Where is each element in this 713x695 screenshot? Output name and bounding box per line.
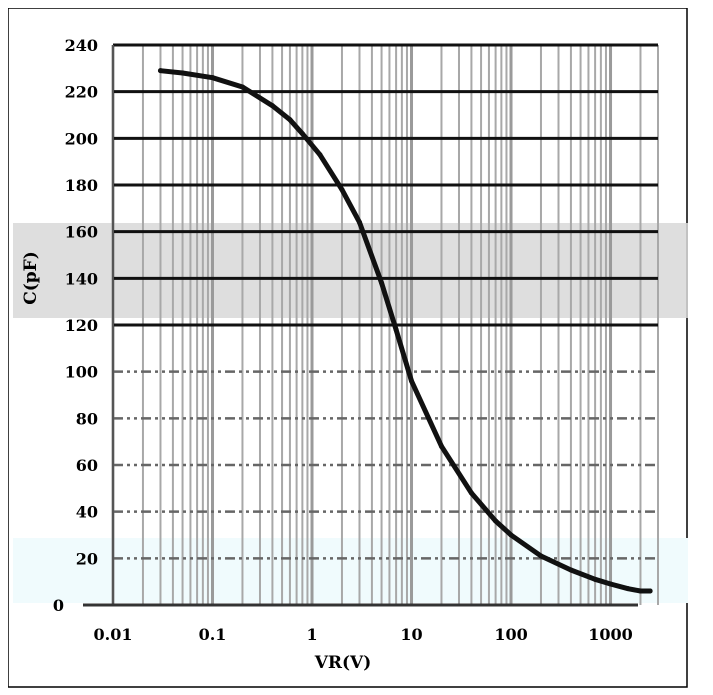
series (157, 68, 653, 594)
x-tick-label: 10 (400, 625, 422, 644)
y-axis-label: C(pF) (21, 251, 41, 305)
capacitance-voltage-chart: 0 20 40 60 80 100 120 140 160 180 200 220 240 0.01 0.1… (7, 7, 693, 688)
data-point (508, 532, 514, 538)
data-point (493, 518, 499, 524)
data-point (592, 576, 598, 582)
data-point (379, 280, 385, 286)
data-point (299, 131, 305, 137)
data-point (568, 567, 574, 573)
data-point (468, 490, 474, 496)
data-point (393, 327, 399, 333)
data-point (239, 84, 245, 90)
x-tick-label: 0.1 (199, 625, 227, 644)
axes (83, 45, 638, 607)
x-tick-label: 1000 (588, 625, 633, 644)
tick-labels: 0 20 40 60 80 100 120 140 160 180 200 220 240 0.01 0.1… (53, 36, 633, 644)
y-tick-label: 140 (65, 269, 98, 288)
data-point (317, 152, 323, 158)
y-tick-label: 80 (76, 409, 98, 428)
data-point (339, 187, 345, 193)
data-point (409, 378, 415, 384)
capacitance-curve (158, 68, 653, 594)
y-tick-label: 60 (76, 456, 98, 475)
data-point (287, 117, 293, 123)
data-point (538, 553, 544, 559)
y-tick-label: 100 (65, 363, 98, 382)
y-tick-label: 0 (53, 596, 64, 615)
data-point (438, 443, 444, 449)
y-tick-label: 200 (65, 129, 98, 148)
y-tick-label: 160 (65, 223, 98, 242)
data-point (180, 70, 186, 76)
x-axis-label: VR(V) (314, 653, 372, 673)
data-point (356, 219, 362, 225)
data-point (625, 586, 631, 592)
x-tick-label: 100 (494, 625, 527, 644)
data-point (608, 581, 614, 587)
grid (111, 43, 659, 605)
x-tick-label: 1 (306, 625, 317, 644)
y-tick-label: 40 (76, 503, 98, 522)
y-tick-label: 240 (65, 36, 98, 55)
y-tick-label: 180 (65, 176, 98, 195)
y-tick-label: 220 (65, 83, 98, 102)
y-tick-label: 20 (76, 549, 98, 568)
data-point (157, 68, 163, 74)
data-point (647, 588, 653, 594)
x-tick-label: 0.01 (94, 625, 133, 644)
chart-frame: 0 20 40 60 80 100 120 140 160 180 200 220 240 0.01 0.1… (7, 7, 693, 688)
y-tick-label: 120 (65, 316, 98, 335)
data-point (637, 588, 643, 594)
data-point (269, 103, 275, 109)
data-point (210, 75, 216, 81)
